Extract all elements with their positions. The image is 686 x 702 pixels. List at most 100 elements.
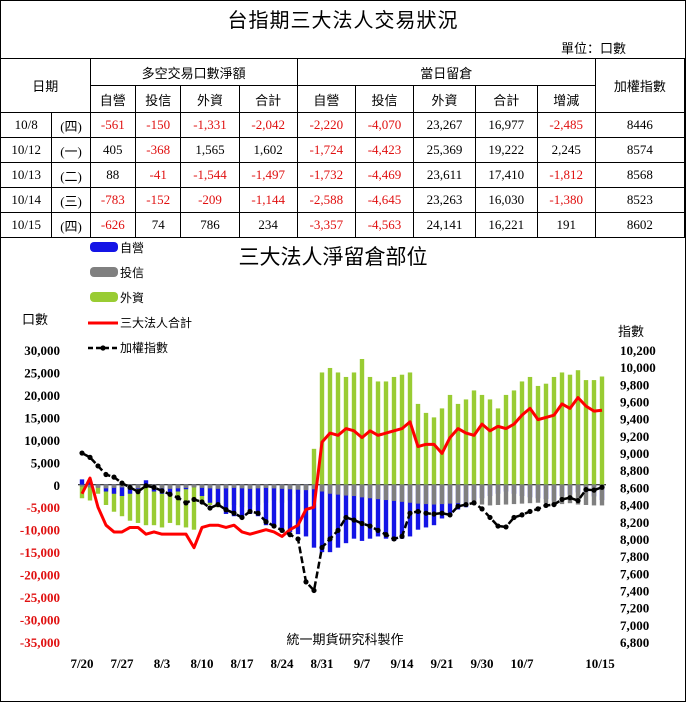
row-index: 8574 (594, 137, 686, 163)
point-加權指數 (215, 501, 221, 508)
row-date: 10/13 (0, 162, 53, 188)
point-加權指數 (311, 587, 317, 594)
bar-外資 (111, 484, 117, 512)
bar-投信 (423, 484, 429, 505)
unit-label: 單位：口數 (560, 42, 626, 57)
point-加權指數 (575, 498, 581, 504)
cell-0: 405 (89, 137, 137, 163)
cell-3: -2,042 (238, 112, 298, 138)
point-加權指數 (279, 527, 285, 533)
cell-0: -561 (89, 112, 137, 138)
cell-8: -1,380 (536, 187, 596, 213)
right-tick-label: 8,400 (620, 498, 649, 513)
cell-4: -2,588 (296, 187, 356, 213)
bar-外資 (495, 408, 501, 485)
point-加權指數 (87, 454, 93, 460)
bar-外資 (175, 484, 181, 526)
bar-自營 (351, 484, 357, 539)
right-tick-label: 7,400 (620, 583, 649, 598)
point-加權指數 (135, 489, 141, 495)
cell-5: -4,469 (354, 162, 415, 188)
x-tick-label: 8/24 (270, 656, 294, 671)
point-加權指數 (263, 519, 269, 525)
point-加權指數 (471, 500, 477, 506)
point-加權指數 (567, 495, 573, 501)
point-加權指數 (415, 508, 421, 515)
bar-外資 (183, 484, 189, 528)
right-tick-label: 7,800 (620, 549, 649, 564)
point-加權指數 (183, 500, 189, 506)
cell-4: -2,220 (296, 112, 356, 138)
bar-外資 (423, 412, 429, 485)
cell-0: 88 (89, 162, 137, 188)
cell-2: -1,544 (180, 162, 240, 188)
bar-投信 (599, 484, 605, 506)
bar-自營 (255, 484, 261, 517)
point-加權指數 (439, 510, 445, 516)
row-weekday: (三) (51, 187, 91, 213)
bar-外資 (519, 381, 525, 485)
right-tick-label: 9,000 (620, 446, 649, 461)
point-加權指數 (199, 499, 205, 505)
bar-投信 (543, 484, 549, 504)
bar-外資 (455, 403, 461, 485)
cell-2: 786 (180, 212, 240, 238)
left-tick-label: 5,000 (31, 455, 60, 470)
cell-5: -4,563 (354, 212, 415, 238)
bar-投信 (287, 484, 293, 490)
left-tick-label: -25,000 (20, 590, 60, 605)
bar-自營 (383, 484, 389, 539)
point-加權指數 (431, 511, 437, 517)
bar-外資 (127, 484, 133, 521)
cell-1: -152 (135, 187, 182, 213)
cell-7: 16,977 (474, 112, 538, 138)
bar-自營 (367, 484, 373, 539)
right-axis-label: 指數 (618, 325, 644, 340)
left-tick-label: 15,000 (24, 410, 60, 425)
left-tick-label: -30,000 (20, 613, 60, 628)
bar-自營 (119, 484, 125, 496)
bar-投信 (583, 484, 589, 505)
bar-外資 (407, 372, 413, 485)
cell-1: -368 (135, 137, 182, 163)
right-tick-label: 8,600 (620, 480, 649, 495)
x-tick-label: 7/20 (70, 656, 93, 671)
table-row: 10/13 (二) 88 -41 -1,544 -1,497 -1,732 -4,469 23,… (0, 162, 686, 188)
subheader-3: 合計 (238, 85, 298, 113)
bar-投信 (351, 484, 357, 496)
point-加權指數 (599, 484, 605, 490)
table-row: 10/15 (四) -626 74 786 234 -3,357 -4,563 24,141 16… (0, 212, 686, 238)
bar-投信 (335, 484, 341, 495)
bar-外資 (143, 484, 149, 526)
point-加權指數 (367, 523, 373, 529)
bar-自營 (391, 484, 397, 541)
cell-5: -4,645 (354, 187, 415, 213)
point-加權指數 (319, 544, 325, 551)
x-tick-label: 9/21 (430, 656, 453, 671)
row-date: 10/12 (0, 137, 53, 163)
point-加權指數 (239, 514, 245, 521)
bar-外資 (583, 380, 589, 485)
date-header: 日期 (0, 58, 91, 113)
index-header: 加權指數 (594, 58, 686, 113)
right-tick-label: 8,000 (620, 532, 649, 547)
point-加權指數 (287, 532, 293, 538)
bar-投信 (231, 484, 237, 488)
bar-自營 (79, 479, 85, 485)
bar-自營 (399, 484, 405, 539)
bar-投信 (559, 484, 565, 505)
bar-外資 (591, 380, 597, 485)
right-tick-label: 7,600 (620, 566, 649, 581)
bar-投信 (391, 484, 397, 501)
bar-投信 (303, 484, 309, 491)
bar-自營 (207, 484, 213, 503)
point-加權指數 (271, 523, 277, 529)
point-加權指數 (455, 503, 461, 509)
bar-投信 (367, 484, 373, 499)
left-tick-label: -10,000 (20, 523, 60, 538)
bar-自營 (263, 484, 269, 526)
point-加權指數 (303, 579, 309, 585)
bar-外資 (463, 399, 469, 485)
point-加權指數 (503, 524, 509, 530)
summary-table: 日期 多空交易口數淨額 當日留倉 加權指數 自營 投信 外資 合計 自營 投信 外資 合計 增減… (0, 58, 686, 238)
